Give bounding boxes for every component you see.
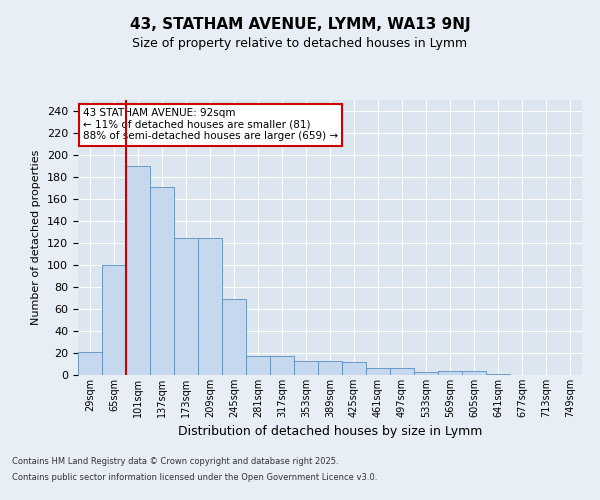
Bar	[270, 356, 294, 375]
Text: 43 STATHAM AVENUE: 92sqm
← 11% of detached houses are smaller (81)
88% of semi-d: 43 STATHAM AVENUE: 92sqm ← 11% of detach…	[83, 108, 338, 142]
Text: Size of property relative to detached houses in Lymm: Size of property relative to detached ho…	[133, 38, 467, 51]
Y-axis label: Number of detached properties: Number of detached properties	[31, 150, 41, 325]
Text: Contains public sector information licensed under the Open Government Licence v3: Contains public sector information licen…	[12, 472, 377, 482]
Bar	[246, 356, 270, 375]
Bar	[174, 238, 198, 375]
Text: 43, STATHAM AVENUE, LYMM, WA13 9NJ: 43, STATHAM AVENUE, LYMM, WA13 9NJ	[130, 18, 470, 32]
Bar	[198, 238, 222, 375]
Bar	[342, 362, 366, 375]
Bar	[438, 370, 462, 375]
Bar	[78, 352, 102, 375]
Text: Contains HM Land Registry data © Crown copyright and database right 2025.: Contains HM Land Registry data © Crown c…	[12, 458, 338, 466]
Bar	[222, 299, 246, 375]
Bar	[318, 360, 342, 375]
Bar	[462, 370, 486, 375]
Bar	[366, 368, 390, 375]
Bar	[414, 372, 438, 375]
Bar	[486, 374, 510, 375]
Bar	[126, 166, 150, 375]
X-axis label: Distribution of detached houses by size in Lymm: Distribution of detached houses by size …	[178, 426, 482, 438]
Bar	[390, 368, 414, 375]
Bar	[150, 187, 174, 375]
Bar	[294, 360, 318, 375]
Bar	[102, 265, 126, 375]
